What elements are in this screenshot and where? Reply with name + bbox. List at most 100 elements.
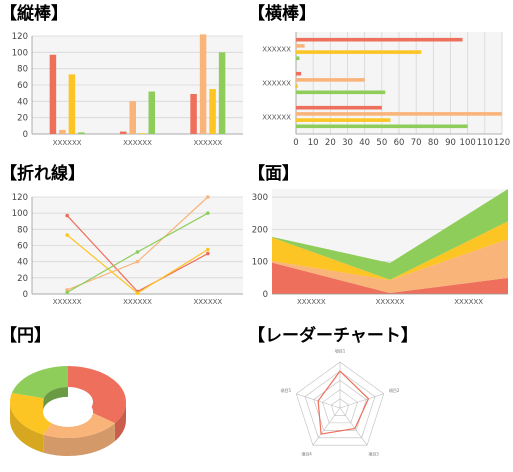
radar-spoke [339, 393, 384, 409]
y-tick-label: 40 [17, 258, 28, 268]
y-tick-label: 100 [12, 48, 28, 58]
y-tick-label: 0 [263, 290, 268, 300]
data-point [135, 291, 140, 295]
x-tick-label: XXXXXX [53, 139, 82, 147]
donut-side [114, 402, 126, 442]
donut-hole [43, 396, 93, 427]
x-tick-label: 100 [460, 138, 476, 148]
donut-slice [9, 393, 58, 435]
bar [296, 105, 382, 110]
bar [139, 133, 146, 134]
bar [59, 129, 66, 134]
x-tick-label: XXXXXX [376, 298, 405, 306]
radar-ring [322, 389, 358, 424]
data-point [65, 233, 69, 237]
donut-slice [11, 366, 68, 399]
y-tick-label: XXXXXX [262, 114, 291, 122]
x-tick-label: 30 [342, 138, 353, 148]
data-point [65, 213, 69, 218]
y-tick-label: 0 [23, 290, 28, 300]
x-tick-label: 20 [325, 138, 336, 148]
bar [68, 74, 76, 134]
bar [296, 118, 391, 122]
radar-axis-label: 項目1 [335, 349, 346, 354]
x-tick-label: XXXXXX [123, 298, 152, 306]
bar [148, 91, 155, 134]
y-tick-label: 80 [17, 65, 28, 75]
x-tick-label: XXXXXX [297, 298, 326, 306]
data-point [206, 195, 210, 199]
x-tick-label: 110 [477, 138, 493, 148]
bar [296, 56, 300, 61]
bar [296, 84, 298, 88]
x-tick-label: XXXXXX [193, 298, 222, 306]
donut-side [10, 402, 44, 453]
radar-axis-label: 項目3 [368, 452, 379, 457]
bar [199, 34, 207, 134]
y-tick-label: 60 [17, 242, 28, 252]
y-tick-label: 40 [17, 97, 28, 107]
y-tick-label: 60 [17, 81, 28, 91]
radar-spoke [312, 407, 341, 446]
y-tick-label: 100 [252, 258, 268, 268]
heading-vbar: 【縦棒】 [0, 4, 68, 24]
x-tick-label: 0 [293, 138, 298, 148]
y-tick-label: 0 [23, 130, 28, 140]
y-tick-label: 80 [17, 225, 28, 235]
donut-inner-wall [43, 398, 44, 412]
x-tick-label: 40 [359, 138, 370, 148]
heading-line: 【折れ線】 [0, 164, 85, 184]
bar [296, 124, 468, 129]
bar [129, 101, 136, 134]
heading-radar: 【レーダーチャート】 [248, 326, 418, 346]
x-tick-label: 90 [445, 138, 456, 148]
data-point [206, 247, 210, 252]
y-tick-label: 20 [17, 274, 28, 284]
data-point [65, 290, 69, 295]
bar [296, 78, 365, 82]
data-point [206, 251, 210, 256]
x-tick-label: XXXXXX [53, 298, 82, 306]
radar-ring [295, 361, 385, 446]
bar [218, 52, 226, 135]
radar-series [317, 370, 370, 435]
radar-ring [330, 398, 350, 416]
heading-pie: 【円】 [0, 326, 51, 346]
area-band [272, 221, 508, 281]
bar [120, 131, 127, 134]
y-tick-label: 300 [252, 193, 268, 203]
radar-axis-label: 項目2 [389, 388, 400, 393]
x-tick-label: 10 [308, 138, 319, 148]
data-point [135, 259, 140, 264]
x-tick-label: XXXXXX [454, 298, 483, 306]
radar-spoke [339, 407, 368, 446]
area-band [272, 262, 508, 294]
x-tick-label: XXXXXX [123, 139, 152, 147]
x-tick-label: 70 [411, 138, 422, 148]
x-tick-label: 60 [394, 138, 405, 148]
area-band [272, 189, 508, 280]
bar [78, 132, 85, 134]
y-tick-label: 120 [12, 32, 28, 42]
y-tick-label: 120 [12, 193, 28, 203]
y-tick-label: 200 [252, 225, 268, 235]
bar [296, 50, 422, 54]
x-tick-label: XXXXXX [193, 139, 222, 147]
y-tick-label: 20 [17, 114, 28, 124]
data-point [206, 211, 210, 215]
radar-ring [304, 370, 376, 439]
data-point [135, 250, 140, 254]
y-tick-label: XXXXXX [262, 80, 291, 88]
y-tick-label: XXXXXX [262, 46, 291, 54]
donut-inner-wall [43, 387, 68, 409]
bar [209, 89, 216, 134]
area-band [272, 239, 508, 294]
bar [296, 71, 302, 76]
bar [296, 112, 502, 116]
